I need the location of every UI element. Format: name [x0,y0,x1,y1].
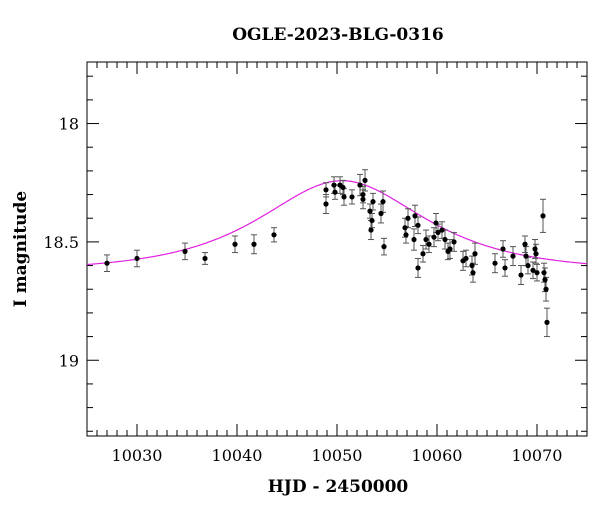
x-axis-label: HJD - 2450000 [268,477,409,497]
data-point [533,251,539,257]
data-point [540,213,546,219]
x-tick-label: 10050 [312,446,363,465]
data-point [370,199,376,205]
data-point [415,222,421,228]
data-point [360,191,366,198]
data-point [542,277,548,283]
data-point [323,201,329,207]
data-point [523,253,529,259]
data-point [469,262,475,269]
x-tick-label: 10070 [512,446,563,465]
axis-ticks [86,62,588,436]
data-point [381,244,387,250]
data-point [433,220,439,226]
data-point [518,272,524,278]
data-points [104,177,550,325]
data-point [426,241,432,247]
data-point [380,199,386,205]
data-point [543,286,549,292]
data-point [472,251,478,257]
axis-tick-labels: 10030 10040 10050 10060 10070 18 18.5 19 [43,115,562,465]
y-tick-label: 18.5 [43,233,79,252]
data-point [420,251,426,257]
plot-frame [86,61,588,437]
data-point [357,182,363,188]
data-point [202,255,208,262]
data-point [182,248,188,254]
data-point [362,177,368,183]
y-tick-label: 19 [59,351,79,370]
data-point [369,217,375,224]
data-point [525,262,531,269]
data-point [541,270,547,276]
data-point [522,241,528,247]
data-point [532,246,538,252]
data-point [411,236,417,243]
y-axis-label: I magnitude [11,191,31,308]
data-point [534,270,540,276]
data-point [134,255,140,262]
data-point [323,187,329,193]
x-tick-label: 10060 [412,446,463,465]
data-point [412,213,418,219]
data-point [492,260,498,266]
data-point [431,234,437,240]
x-tick-label: 10040 [212,446,263,465]
data-point [349,194,355,200]
data-point [442,236,448,243]
data-point [368,227,374,233]
data-point [104,260,110,266]
data-point [451,239,457,245]
data-point [403,232,409,238]
data-point [378,210,384,217]
data-point [439,227,445,233]
x-tick-label: 10030 [112,446,163,465]
data-point [341,194,347,200]
data-point [331,182,337,188]
data-point [470,270,476,276]
data-point [232,241,238,247]
data-point [544,319,550,325]
data-point [463,255,469,262]
data-point [251,241,257,247]
y-tick-label: 18 [59,115,79,134]
data-point [402,225,408,231]
data-point [271,232,277,238]
data-point [415,265,421,271]
data-point [500,246,506,252]
plot-area: 10030 10040 10050 10060 10070 18 18.5 19 [43,61,588,465]
data-point [340,184,346,191]
data-point [360,196,366,202]
data-point [367,208,373,214]
data-point [530,267,536,273]
data-point [510,253,516,259]
data-point [447,246,453,252]
data-point [502,265,508,271]
data-point [405,215,411,221]
data-point [332,189,338,195]
data-point [435,229,441,236]
chart-title: OGLE-2023-BLG-0316 [232,25,444,45]
data-point [423,236,429,243]
